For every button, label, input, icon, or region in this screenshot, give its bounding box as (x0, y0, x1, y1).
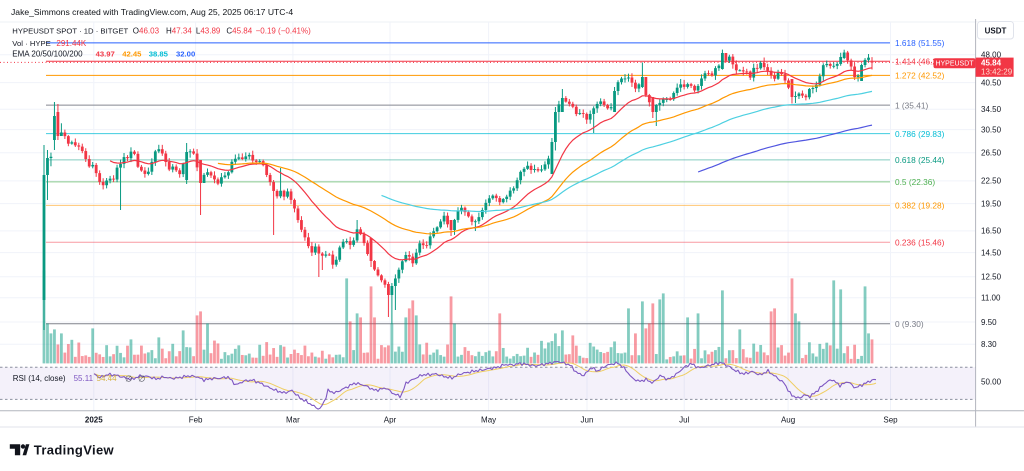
svg-text:0.786 (29.83): 0.786 (29.83) (895, 129, 945, 139)
svg-text:12.50: 12.50 (981, 273, 1002, 282)
svg-text:45.84: 45.84 (981, 58, 1002, 67)
svg-text:∅: ∅ (138, 373, 146, 383)
svg-text:30.50: 30.50 (981, 125, 1002, 134)
svg-text:11.00: 11.00 (981, 294, 1001, 303)
svg-text:19.50: 19.50 (981, 199, 1002, 208)
svg-text:Vol · HYPE: Vol · HYPE (12, 39, 50, 48)
svg-text:Sep: Sep (883, 416, 898, 425)
svg-text:1.618 (51.55): 1.618 (51.55) (895, 38, 945, 48)
svg-text:1.414 (46.22): 1.414 (46.22) (895, 57, 945, 67)
svg-text:16.50: 16.50 (981, 227, 1002, 236)
svg-text:14.50: 14.50 (981, 248, 1002, 257)
svg-text:1.272 (42.52): 1.272 (42.52) (895, 71, 945, 81)
svg-text:2025: 2025 (85, 416, 103, 425)
svg-text:0.236 (15.46): 0.236 (15.46) (895, 237, 945, 247)
svg-text:HYPEUSDT SPOT · 1D · BITGET: HYPEUSDT SPOT · 1D · BITGET (12, 26, 128, 35)
svg-text:HYPEUSDT: HYPEUSDT (935, 61, 974, 68)
svg-text:USDT: USDT (985, 27, 1007, 36)
svg-text:∅: ∅ (125, 373, 133, 383)
svg-text:8.30: 8.30 (981, 340, 997, 349)
svg-text:48.00: 48.00 (981, 51, 1002, 60)
svg-text:0 (9.30): 0 (9.30) (895, 319, 924, 329)
svg-text:RSI (14, close): RSI (14, close) (13, 374, 66, 383)
svg-text:Feb: Feb (189, 416, 203, 425)
svg-text:40.50: 40.50 (981, 78, 1002, 87)
svg-text:TradingView: TradingView (34, 442, 115, 457)
svg-text:EMA 20/50/100/200: EMA 20/50/100/200 (12, 49, 83, 58)
svg-text:Mar: Mar (286, 416, 300, 425)
svg-text:291.44K: 291.44K (56, 39, 86, 48)
svg-text:9.50: 9.50 (981, 318, 997, 327)
svg-text:May: May (481, 416, 496, 425)
svg-text:54.44: 54.44 (97, 374, 118, 383)
svg-text:26.50: 26.50 (981, 149, 1002, 158)
svg-text:13:42:29: 13:42:29 (981, 67, 1013, 76)
svg-text:0.618 (25.44): 0.618 (25.44) (895, 155, 945, 165)
svg-text:50.00: 50.00 (981, 377, 1002, 386)
svg-text:Jun: Jun (581, 416, 594, 425)
svg-text:Jul: Jul (679, 416, 689, 425)
svg-text:0.5 (22.36): 0.5 (22.36) (895, 177, 935, 187)
svg-text:22.50: 22.50 (981, 177, 1002, 186)
svg-text:34.50: 34.50 (981, 105, 1002, 114)
svg-text:Apr: Apr (384, 416, 397, 425)
svg-text:0.382 (19.28): 0.382 (19.28) (895, 201, 945, 211)
svg-text:Aug: Aug (781, 416, 795, 425)
svg-text:1 (35.41): 1 (35.41) (895, 100, 928, 110)
svg-text:55.11: 55.11 (74, 374, 94, 383)
svg-text:Jake_Simmons created with Trad: Jake_Simmons created with TradingView.co… (11, 7, 293, 17)
